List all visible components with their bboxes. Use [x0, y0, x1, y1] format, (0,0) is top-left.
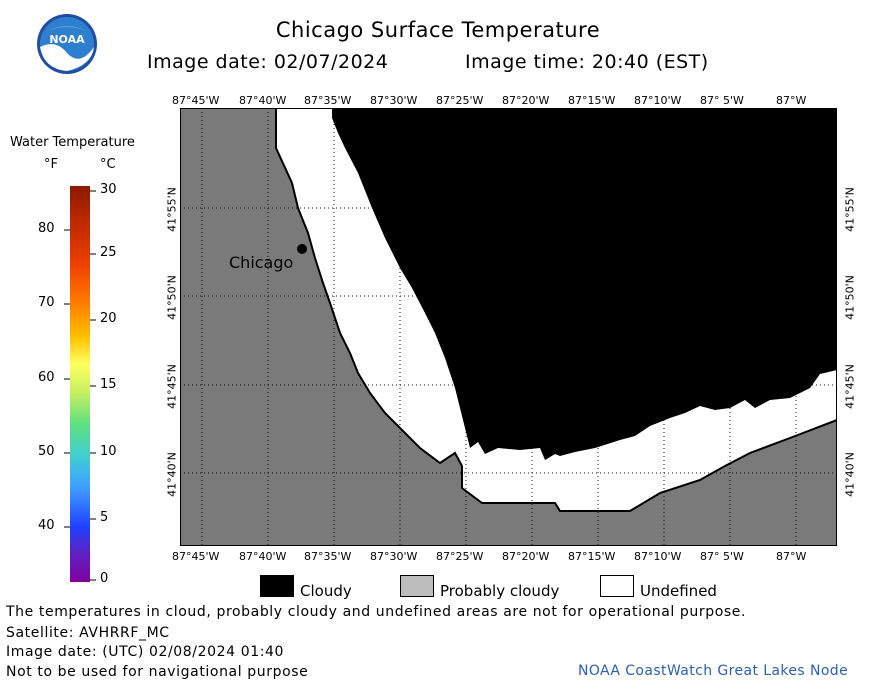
utc-date: Image date: (UTC) 02/08/2024 01:40 — [6, 644, 285, 660]
lon-label: 87°40'W — [239, 550, 287, 563]
lon-label: 87°35'W — [304, 94, 352, 107]
lon-label: 87°10'W — [634, 550, 682, 563]
image-date: Image date: 02/07/2024 — [147, 51, 389, 73]
lon-label: 87° 5'W — [700, 94, 744, 107]
lon-label: 87°25'W — [436, 94, 484, 107]
credit-line: NOAA CoastWatch Great Lakes Node — [578, 663, 849, 679]
lon-label: 87°30'W — [370, 550, 418, 563]
land-area — [180, 108, 837, 546]
colorbar-title: Water Temperature — [10, 135, 135, 150]
c-tick-label: 20 — [100, 311, 117, 326]
c-tick-label: 25 — [100, 245, 117, 260]
lon-label: 87°15'W — [568, 550, 616, 563]
lat-label: 41°40'N — [843, 452, 857, 497]
c-tick-label: 5 — [100, 510, 109, 525]
image-time: Image time: 20:40 (EST) — [465, 51, 709, 73]
satellite-info: Satellite: AVHRRF_MC — [6, 625, 170, 641]
lon-label: 87°20'W — [502, 94, 550, 107]
c-tick-label: 30 — [100, 182, 117, 197]
city-label: Chicago — [229, 253, 294, 272]
c-tick-label: 10 — [100, 444, 117, 459]
lat-label: 41°55'N — [843, 187, 857, 232]
lat-label: 41°40'N — [165, 452, 179, 497]
lon-label: 87°35'W — [304, 550, 352, 563]
cloud-area — [332, 108, 837, 460]
unit-fahrenheit: °F — [44, 157, 58, 172]
lon-label: 87°45'W — [172, 550, 220, 563]
lon-label: 87°45'W — [172, 94, 220, 107]
disclaimer-note: The temperatures in cloud, probably clou… — [6, 604, 747, 620]
page-title: Chicago Surface Temperature — [275, 18, 601, 42]
map-panel — [180, 108, 837, 546]
f-tick-label: 70 — [38, 295, 55, 310]
f-tick-label: 80 — [38, 221, 55, 236]
legend-label-probably-cloudy: Probably cloudy — [440, 582, 560, 600]
lon-label: 87°25'W — [436, 550, 484, 563]
noaa-logo: NOAA — [37, 14, 97, 74]
lat-label: 41°55'N — [165, 187, 179, 232]
lat-label: 41°50'N — [843, 275, 857, 320]
lon-label: 87°W — [776, 550, 807, 563]
lat-label: 41°45'N — [843, 364, 857, 409]
legend-swatch-undefined — [600, 575, 634, 597]
lon-label: 87°40'W — [239, 94, 287, 107]
f-tick-label: 50 — [38, 444, 55, 459]
f-tick-label: 40 — [38, 518, 55, 533]
unit-celsius: °C — [100, 157, 116, 172]
lat-label: 41°50'N — [165, 275, 179, 320]
chicago-marker — [297, 244, 307, 254]
c-tick-label: 15 — [100, 377, 117, 392]
lon-label: 87°15'W — [568, 94, 616, 107]
legend-swatch-probably-cloudy — [400, 575, 434, 597]
lon-label: 87°10'W — [634, 94, 682, 107]
c-tick-label: 0 — [100, 571, 109, 586]
lon-label: 87°20'W — [502, 550, 550, 563]
legend-swatch-cloudy — [260, 575, 294, 597]
temperature-colorbar — [70, 186, 90, 582]
lat-label: 41°45'N — [165, 364, 179, 409]
navigation-warning: Not to be used for navigational purpose — [6, 664, 309, 680]
f-tick-label: 60 — [38, 370, 55, 385]
legend-label-cloudy: Cloudy — [300, 582, 352, 600]
map-border — [180, 108, 837, 546]
legend-label-undefined: Undefined — [640, 582, 717, 600]
logo-text: NOAA — [49, 33, 85, 46]
colorbar-ticks — [64, 190, 96, 581]
lon-label: 87°30'W — [370, 94, 418, 107]
lon-label: 87°W — [776, 94, 807, 107]
lon-label: 87° 5'W — [700, 550, 744, 563]
